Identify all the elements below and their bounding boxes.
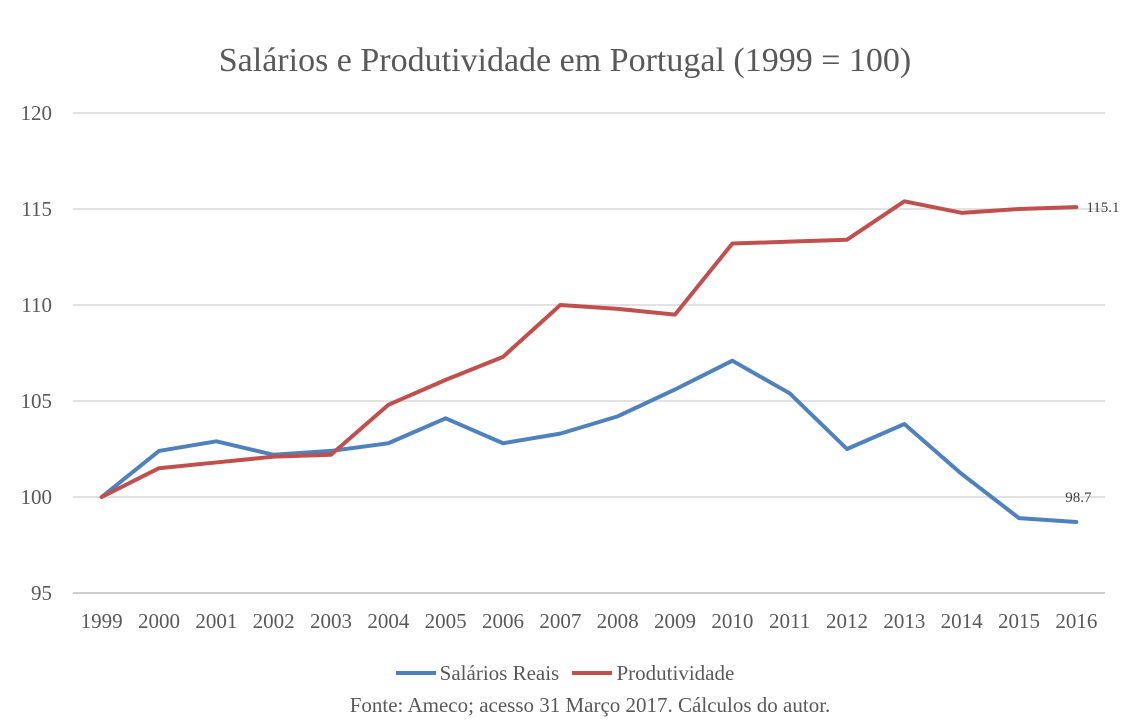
y-tick-label: 120 [21, 101, 53, 125]
series-line-salarios [99, 358, 1079, 524]
legend-item-produtividade: Produtividade [572, 661, 734, 686]
y-tick-label: 95 [31, 581, 52, 605]
legend-swatch [395, 671, 436, 675]
x-tick-label: 2004 [367, 609, 410, 633]
x-tick-label: 2005 [425, 609, 467, 633]
x-tick-label: 2011 [769, 609, 810, 633]
x-tick-label: 1999 [81, 609, 123, 633]
x-tick-label: 2001 [195, 609, 237, 633]
source-note: Fonte: Ameco; acesso 31 Março 2017. Cálc… [349, 693, 831, 717]
y-tick-label: 100 [21, 485, 53, 509]
x-tick-label: 2003 [310, 609, 352, 633]
data-label: 98.7 [1065, 490, 1092, 506]
x-tick-label: 2013 [883, 609, 925, 633]
x-tick-label: 2009 [654, 609, 696, 633]
legend-swatch [572, 671, 613, 675]
x-tick-label: 2012 [826, 609, 868, 633]
legend: Salários Reais Produtividade [0, 656, 1130, 686]
legend-label: Salários Reais [439, 660, 560, 685]
data-label: 115.1 [1086, 200, 1119, 216]
legend-item-salarios: Salários Reais [395, 660, 560, 686]
y-tick-label: 105 [21, 389, 53, 413]
x-tick-label: 2014 [941, 609, 984, 633]
x-tick-label: 2008 [597, 609, 639, 633]
x-tick-label: 2007 [539, 609, 581, 633]
x-tick-label: 2000 [138, 609, 180, 633]
y-tick-label: 115 [21, 197, 52, 221]
chart-title: Salários e Produtividade em Portugal (19… [218, 42, 912, 79]
x-tick-label: 2016 [1055, 609, 1097, 633]
x-tick-label: 2006 [482, 609, 524, 633]
x-tick-label: 2010 [711, 609, 753, 633]
legend-label: Produtividade [616, 660, 735, 685]
x-tick-label: 2002 [253, 609, 295, 633]
y-tick-label: 110 [21, 293, 52, 317]
series-line-produtividade [99, 199, 1079, 499]
x-tick-label: 2015 [998, 609, 1040, 633]
